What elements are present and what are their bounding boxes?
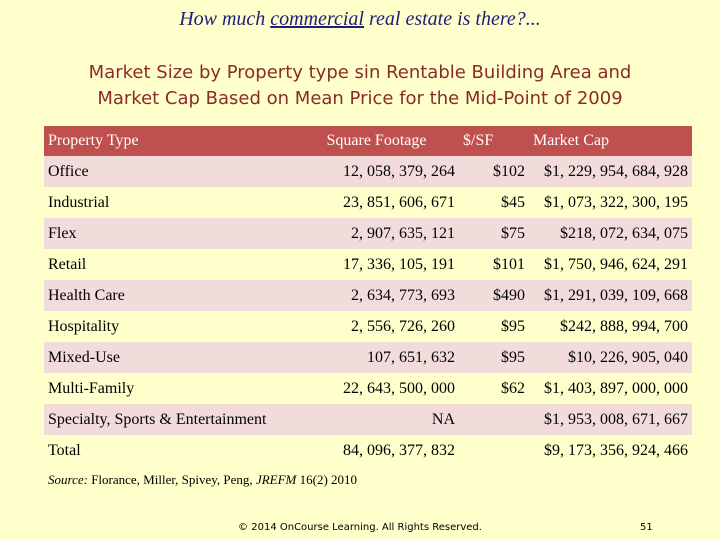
cell-property-type: Office (44, 156, 294, 187)
header-price-per-sf: $/SF (459, 126, 529, 156)
cell-square-footage: 22, 643, 500, 000 (294, 373, 459, 404)
subtitle-line-1: Market Size by Property type sin Rentabl… (88, 62, 632, 83)
table-row: Retail 17, 336, 105, 191 $101 $1, 750, 9… (44, 249, 692, 280)
cell-property-type: Multi-Family (44, 373, 294, 404)
cell-market-cap: $1, 073, 322, 300, 195 (529, 187, 692, 218)
cell-market-cap: $10, 226, 905, 040 (529, 342, 692, 373)
header-row: Property Type Square Footage $/SF Market… (44, 126, 692, 156)
source-label: Source: (48, 472, 88, 487)
cell-price-per-sf: $490 (459, 280, 529, 311)
cell-square-footage: 107, 651, 632 (294, 342, 459, 373)
source-authors: Florance, Miller, Spivey, Peng, (87, 472, 256, 487)
cell-price-per-sf (459, 435, 529, 466)
cell-square-footage: 12, 058, 379, 264 (294, 156, 459, 187)
table-row-total: Total 84, 096, 377, 832 $9, 173, 356, 92… (44, 435, 692, 466)
cell-market-cap: $1, 291, 039, 109, 668 (529, 280, 692, 311)
table-row: Hospitality 2, 556, 726, 260 $95 $242, 8… (44, 311, 692, 342)
cell-square-footage: 2, 907, 635, 121 (294, 218, 459, 249)
cell-market-cap: $9, 173, 356, 924, 466 (529, 435, 692, 466)
cell-property-type: Retail (44, 249, 294, 280)
cell-market-cap: $242, 888, 994, 700 (529, 311, 692, 342)
market-size-table: Property Type Square Footage $/SF Market… (44, 126, 692, 466)
table-row: Office 12, 058, 379, 264 $102 $1, 229, 9… (44, 156, 692, 187)
cell-price-per-sf: $62 (459, 373, 529, 404)
cell-price-per-sf: $101 (459, 249, 529, 280)
subtitle-line-2: Market Cap Based on Mean Price for the M… (97, 88, 623, 109)
cell-price-per-sf: $45 (459, 187, 529, 218)
table-row: Specialty, Sports & Entertainment NA $1,… (44, 404, 692, 435)
cell-square-footage: 84, 096, 377, 832 (294, 435, 459, 466)
copyright-footer: © 2014 OnCourse Learning. All Rights Res… (238, 522, 482, 533)
cell-market-cap: $1, 403, 897, 000, 000 (529, 373, 692, 404)
header-market-cap: Market Cap (529, 126, 692, 156)
cell-property-type: Total (44, 435, 294, 466)
table-row: Multi-Family 22, 643, 500, 000 $62 $1, 4… (44, 373, 692, 404)
cell-square-footage: NA (294, 404, 459, 435)
cell-market-cap: $1, 750, 946, 624, 291 (529, 249, 692, 280)
heading-after: real estate is there?... (363, 8, 541, 30)
slide-heading: How much commercial real estate is there… (0, 8, 720, 31)
header-square-footage: Square Footage (294, 126, 459, 156)
source-citation: Source: Florance, Miller, Spivey, Peng, … (48, 472, 357, 488)
page-number: 51 (640, 522, 653, 533)
cell-property-type: Mixed-Use (44, 342, 294, 373)
cell-price-per-sf: $95 (459, 311, 529, 342)
cell-price-per-sf: $102 (459, 156, 529, 187)
cell-property-type: Specialty, Sports & Entertainment (44, 404, 294, 435)
table-row: Flex 2, 907, 635, 121 $75 $218, 072, 634… (44, 218, 692, 249)
cell-square-footage: 2, 556, 726, 260 (294, 311, 459, 342)
cell-property-type: Health Care (44, 280, 294, 311)
cell-square-footage: 17, 336, 105, 191 (294, 249, 459, 280)
heading-before: How much (179, 8, 271, 30)
cell-price-per-sf: $75 (459, 218, 529, 249)
table-row: Mixed-Use 107, 651, 632 $95 $10, 226, 90… (44, 342, 692, 373)
table-row: Industrial 23, 851, 606, 671 $45 $1, 073… (44, 187, 692, 218)
cell-market-cap: $1, 953, 008, 671, 667 (529, 404, 692, 435)
cell-square-footage: 23, 851, 606, 671 (294, 187, 459, 218)
header-property-type: Property Type (44, 126, 294, 156)
cell-market-cap: $1, 229, 954, 684, 928 (529, 156, 692, 187)
source-ref: 16(2) 2010 (296, 472, 358, 487)
heading-underlined: commercial (270, 8, 364, 30)
subtitle: Market Size by Property type sin Rentabl… (40, 60, 680, 112)
cell-property-type: Flex (44, 218, 294, 249)
cell-price-per-sf: $95 (459, 342, 529, 373)
source-journal: JREFM (255, 472, 297, 487)
cell-market-cap: $218, 072, 634, 075 (529, 218, 692, 249)
table-row: Health Care 2, 634, 773, 693 $490 $1, 29… (44, 280, 692, 311)
cell-price-per-sf (459, 404, 529, 435)
cell-property-type: Hospitality (44, 311, 294, 342)
cell-square-footage: 2, 634, 773, 693 (294, 280, 459, 311)
cell-property-type: Industrial (44, 187, 294, 218)
